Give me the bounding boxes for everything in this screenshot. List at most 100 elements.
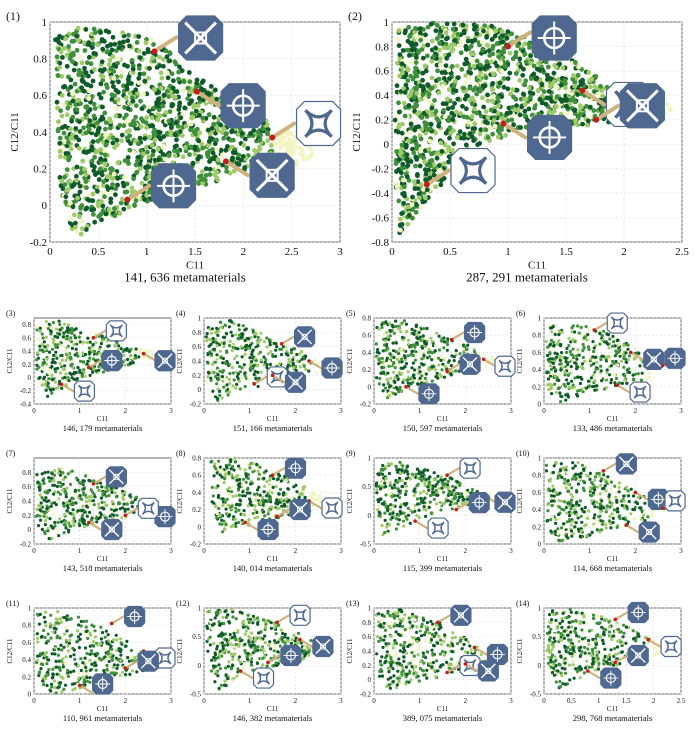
- unit-cell-image: [459, 353, 481, 375]
- data-point: [104, 494, 108, 498]
- data-point: [182, 105, 188, 111]
- data-point: [454, 369, 458, 373]
- data-point: [544, 340, 548, 344]
- data-point: [147, 174, 152, 180]
- data-point: [553, 382, 557, 386]
- data-point: [404, 330, 408, 334]
- selected-marker: [59, 382, 64, 386]
- data-point: [51, 337, 55, 341]
- data-point: [220, 370, 225, 374]
- data-point: [149, 115, 155, 121]
- data-point: [551, 361, 556, 365]
- data-point: [36, 337, 40, 341]
- data-point: [228, 319, 232, 323]
- panel-number: (6): [516, 309, 526, 318]
- data-point: [110, 135, 116, 141]
- data-point: [194, 81, 200, 86]
- data-point: [580, 121, 585, 127]
- data-point: [81, 125, 86, 131]
- data-point: [402, 378, 406, 382]
- data-point: [423, 32, 428, 38]
- data-point: [472, 106, 477, 112]
- data-point: [177, 64, 182, 70]
- data-point: [225, 375, 229, 379]
- data-point: [439, 70, 445, 75]
- x-axis-label: C11: [97, 415, 109, 423]
- data-point: [60, 365, 64, 369]
- data-point: [547, 359, 551, 363]
- data-point: [51, 377, 55, 381]
- data-point: [259, 358, 263, 362]
- data-point: [216, 373, 220, 377]
- data-point: [214, 96, 220, 102]
- unit-cell-image: [295, 100, 342, 147]
- data-point: [634, 372, 638, 376]
- data-point: [404, 322, 408, 326]
- data-point: [535, 88, 541, 94]
- data-point: [569, 340, 573, 344]
- data-point: [59, 371, 63, 375]
- data-point: [462, 349, 466, 353]
- data-point: [88, 61, 94, 67]
- data-point: [85, 42, 91, 47]
- data-point: [389, 376, 393, 380]
- data-point: [50, 347, 55, 351]
- data-point: [196, 95, 202, 101]
- data-point: [411, 361, 415, 365]
- data-point: [38, 326, 42, 330]
- selected-marker: [141, 351, 146, 356]
- data-point: [206, 139, 212, 144]
- data-point: [112, 213, 118, 219]
- data-point: [129, 347, 133, 351]
- data-point: [422, 63, 428, 69]
- data-point: [195, 103, 201, 108]
- data-point: [176, 76, 181, 82]
- y-tick-label: -0.2: [360, 400, 372, 408]
- data-point: [83, 374, 87, 378]
- data-point: [57, 175, 63, 180]
- data-point: [216, 333, 220, 337]
- data-point: [569, 91, 575, 96]
- y-tick-label: 0.2: [22, 361, 31, 369]
- data-point: [404, 362, 409, 366]
- data-point: [418, 136, 424, 142]
- data-point: [560, 351, 564, 355]
- data-point: [57, 65, 62, 70]
- data-point: [129, 185, 135, 191]
- data-point: [489, 94, 495, 100]
- data-point: [192, 147, 198, 153]
- data-point: [192, 151, 198, 157]
- data-point: [417, 163, 423, 169]
- data-point: [51, 321, 56, 325]
- data-point: [382, 332, 386, 336]
- data-point: [193, 84, 199, 90]
- data-point: [417, 30, 423, 36]
- data-point: [494, 41, 500, 46]
- data-point: [61, 482, 65, 486]
- data-point: [437, 167, 443, 173]
- selected-marker: [279, 342, 284, 346]
- data-point: [387, 364, 391, 368]
- data-point: [210, 362, 215, 366]
- selected-marker: [252, 382, 257, 386]
- data-point: [268, 343, 272, 347]
- data-point: [98, 147, 104, 153]
- data-point: [151, 105, 157, 111]
- data-point: [54, 370, 58, 374]
- data-point: [485, 43, 491, 48]
- data-point: [445, 106, 451, 111]
- data-point: [186, 70, 192, 75]
- data-point: [407, 212, 412, 218]
- data-point: [230, 150, 236, 155]
- data-point: [155, 146, 161, 152]
- data-point: [122, 174, 128, 180]
- selected-marker: [445, 369, 449, 374]
- data-point: [119, 347, 123, 351]
- data-point: [422, 354, 426, 358]
- data-point: [385, 356, 389, 360]
- data-point: [523, 78, 529, 84]
- data-point: [269, 350, 273, 354]
- data-point: [242, 363, 246, 367]
- data-point: [483, 127, 489, 133]
- data-point: [572, 83, 578, 89]
